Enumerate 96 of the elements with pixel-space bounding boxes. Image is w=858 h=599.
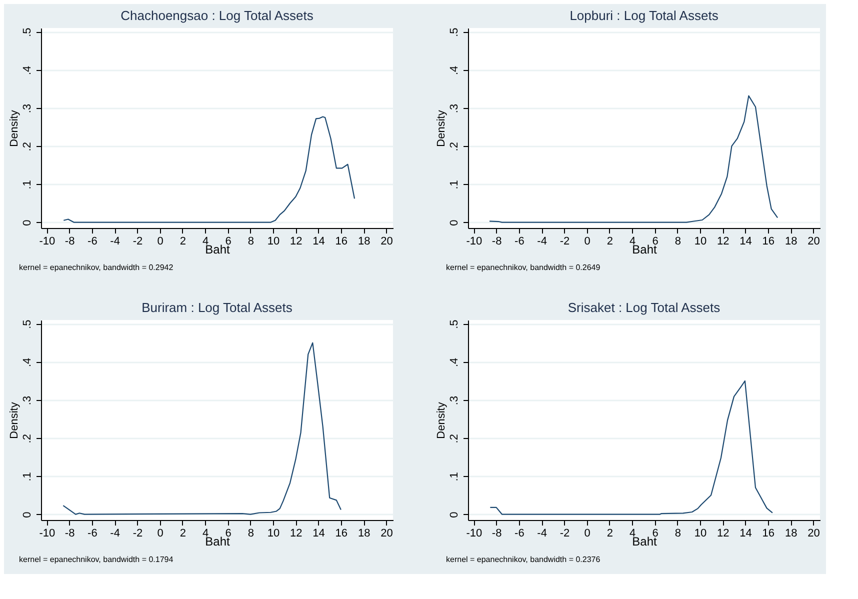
chart-title: Chachoengsao : Log Total Assets bbox=[120, 8, 314, 24]
x-tick-label: 8 bbox=[674, 528, 681, 540]
x-tick-label: -10 bbox=[39, 236, 56, 248]
y-tick-label: .3 bbox=[22, 396, 34, 406]
x-tick-label: 0 bbox=[584, 528, 590, 540]
x-tick-label: 10 bbox=[267, 236, 280, 248]
x-tick-label: 0 bbox=[157, 236, 164, 248]
x-tick-label: 12 bbox=[717, 528, 730, 540]
x-tick-label: -4 bbox=[110, 236, 120, 248]
y-tick-label: .1 bbox=[448, 180, 460, 190]
x-tick-label: -2 bbox=[132, 236, 143, 248]
x-tick-label: -10 bbox=[39, 528, 56, 540]
x-tick-label: -6 bbox=[88, 528, 98, 540]
x-tick-label: 14 bbox=[740, 528, 752, 540]
x-tick-label: 20 bbox=[380, 236, 393, 248]
y-tick-label: .4 bbox=[448, 66, 460, 75]
x-tick-label: 16 bbox=[335, 236, 348, 248]
x-tick-label: 10 bbox=[694, 236, 707, 248]
y-tick-label: .4 bbox=[22, 66, 34, 75]
x-tick-label: -8 bbox=[64, 236, 75, 248]
x-tick-label: 18 bbox=[784, 236, 798, 248]
y-tick-label: .4 bbox=[22, 358, 34, 367]
x-tick-label: 20 bbox=[380, 528, 393, 540]
x-tick-label: -8 bbox=[64, 528, 75, 540]
y-tick-label: .4 bbox=[448, 358, 460, 367]
y-tick-label: 0 bbox=[22, 512, 34, 518]
y-tick-label: 0 bbox=[22, 220, 34, 226]
line-series bbox=[490, 380, 774, 515]
y-tick-label: .2 bbox=[448, 434, 460, 444]
x-tick-label: 16 bbox=[762, 528, 775, 540]
x-tick-label: 18 bbox=[784, 528, 798, 540]
text: kernel = epanechnikov, bandwidth = 0.2942 bbox=[19, 263, 174, 272]
x-tick-label: 20 bbox=[808, 528, 820, 540]
line-series bbox=[63, 116, 356, 223]
x-tick-label: 16 bbox=[335, 528, 348, 540]
y-tick-label: .3 bbox=[448, 396, 460, 406]
x-tick-label: -6 bbox=[514, 236, 524, 248]
x-tick-label: -8 bbox=[492, 528, 502, 540]
y-tick-label: .5 bbox=[448, 320, 460, 329]
text: kernel = epanechnikov, bandwidth = 0.1794 bbox=[19, 555, 174, 564]
y-axis-title: Density bbox=[8, 402, 20, 439]
x-tick-label: 12 bbox=[717, 236, 730, 248]
y-tick-label: .5 bbox=[448, 28, 460, 37]
y-tick-label: 0 bbox=[448, 220, 460, 226]
line-series bbox=[62, 342, 342, 515]
x-tick-label: 8 bbox=[674, 236, 681, 248]
x-tick-label: -4 bbox=[537, 528, 547, 540]
x-tick-label: 10 bbox=[694, 528, 707, 540]
y-axis-title: Density bbox=[436, 402, 448, 439]
x-tick-label: 14 bbox=[312, 528, 325, 540]
text: kernel = epanechnikov, bandwidth = 0.2376 bbox=[446, 555, 601, 564]
y-tick-label: .3 bbox=[22, 104, 34, 114]
x-tick-label: -10 bbox=[466, 528, 482, 540]
y-tick-label: .2 bbox=[448, 142, 460, 152]
x-tick-label: 16 bbox=[762, 236, 775, 248]
x-tick-label: -6 bbox=[88, 236, 98, 248]
y-tick-label: .5 bbox=[22, 320, 34, 329]
x-tick-label: 18 bbox=[358, 236, 370, 248]
x-tick-label: -2 bbox=[560, 528, 570, 540]
chart-title: Lopburi : Log Total Assets bbox=[570, 8, 719, 24]
x-tick-label: 18 bbox=[358, 528, 370, 540]
x-tick-label: 2 bbox=[180, 236, 186, 248]
x-tick-label: 0 bbox=[157, 528, 164, 540]
y-tick-label: .1 bbox=[448, 472, 460, 482]
x-tick-label: 20 bbox=[808, 236, 820, 248]
x-tick-label: -4 bbox=[537, 236, 547, 248]
y-tick-label: .2 bbox=[22, 142, 34, 152]
x-tick-label: 0 bbox=[584, 236, 590, 248]
x-tick-label: 14 bbox=[312, 236, 325, 248]
x-tick-label: -10 bbox=[466, 236, 482, 248]
line-series bbox=[488, 95, 778, 223]
y-tick-label: .2 bbox=[22, 434, 34, 444]
x-tick-label: -4 bbox=[110, 528, 120, 540]
x-tick-label: 14 bbox=[740, 236, 752, 248]
x-tick-label: -6 bbox=[514, 528, 524, 540]
x-tick-label: 12 bbox=[290, 528, 302, 540]
text: kernel = epanechnikov, bandwidth = 0.2649 bbox=[446, 263, 601, 272]
x-tick-label: -8 bbox=[492, 236, 502, 248]
y-axis-title: Density bbox=[436, 110, 448, 147]
y-tick-label: .5 bbox=[22, 28, 34, 37]
x-tick-label: 2 bbox=[606, 236, 614, 248]
x-tick-label: 8 bbox=[248, 528, 254, 540]
y-tick-label: .1 bbox=[22, 472, 34, 482]
y-tick-label: .3 bbox=[448, 104, 460, 114]
x-tick-label: 2 bbox=[606, 528, 614, 540]
x-tick-label: 2 bbox=[180, 528, 186, 540]
x-tick-label: -2 bbox=[560, 236, 570, 248]
x-tick-label: 8 bbox=[248, 236, 254, 248]
chart-title: Srisaket : Log Total Assets bbox=[568, 300, 721, 316]
x-tick-label: 12 bbox=[290, 236, 302, 248]
y-tick-label: 0 bbox=[448, 512, 460, 518]
x-tick-label: -2 bbox=[132, 528, 143, 540]
y-tick-label: .1 bbox=[22, 180, 34, 190]
chart-title: Buriram : Log Total Assets bbox=[142, 300, 293, 316]
x-tick-label: 10 bbox=[267, 528, 280, 540]
y-axis-title: Density bbox=[8, 110, 20, 147]
